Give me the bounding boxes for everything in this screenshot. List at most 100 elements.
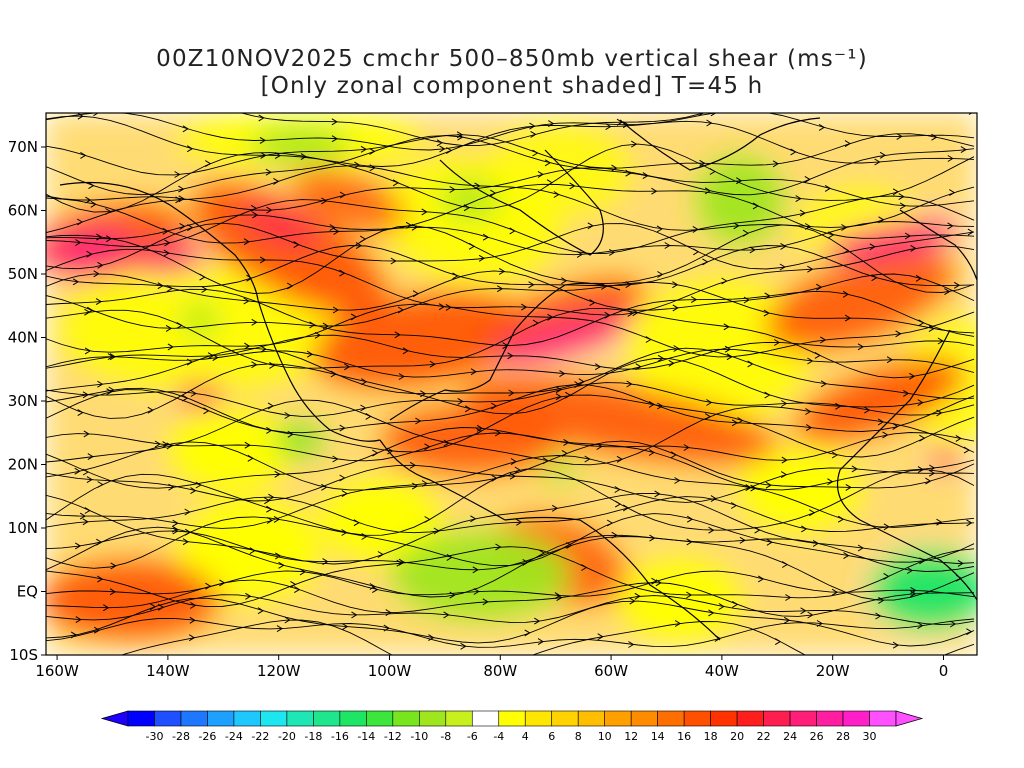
streamline-arrow (651, 577, 658, 585)
streamline-arrow (816, 283, 823, 291)
streamline-arrow (260, 151, 267, 159)
shade-region (135, 245, 205, 275)
streamline-arrow (164, 239, 171, 247)
streamline-arrow (657, 354, 664, 362)
shade-region (740, 450, 860, 530)
streamline-arrow (828, 231, 835, 239)
colorbar-arrow-left (100, 710, 129, 727)
streamline-arrow (97, 575, 104, 583)
streamline-arrow (397, 306, 405, 314)
streamline-arrow (294, 586, 301, 594)
streamline-arrow (247, 454, 254, 462)
streamline-arrow (290, 580, 297, 588)
streamline-arrow (765, 481, 772, 489)
streamline-arrow (275, 552, 282, 560)
streamline-arrow (742, 229, 750, 237)
streamline-arrow (781, 561, 789, 568)
lat-label: EQ (17, 583, 38, 601)
streamline-arrow (544, 159, 552, 167)
streamline-arrow (967, 228, 974, 236)
streamline-arrow (673, 345, 680, 352)
streamline (46, 468, 975, 536)
streamline-arrow (86, 250, 93, 258)
streamline-arrow (686, 515, 694, 523)
streamline-arrow (736, 177, 743, 185)
streamline-arrow (207, 352, 215, 360)
streamline-arrow (709, 168, 716, 175)
streamline (46, 382, 975, 417)
streamline-arrow (507, 352, 514, 360)
streamline-arrow (259, 136, 266, 144)
streamline-arrow (947, 222, 954, 230)
streamline-arrow (554, 592, 561, 600)
streamline (46, 214, 975, 256)
streamline-arrow (514, 466, 521, 474)
coastline-uk (899, 209, 977, 281)
streamline-arrow (276, 625, 283, 633)
streamline-arrow (249, 547, 256, 555)
streamline-arrow (899, 202, 907, 210)
streamline-arrow (172, 519, 179, 527)
streamline (46, 427, 975, 491)
streamline-arrow (359, 235, 367, 243)
streamline-arrow (171, 525, 179, 533)
colorbar-label: 10 (598, 730, 612, 743)
streamline (46, 195, 975, 254)
streamline-arrow (578, 378, 585, 386)
streamline-arrow (179, 222, 186, 230)
colorbar-label: 8 (575, 730, 582, 743)
streamline-arrow (79, 512, 87, 520)
streamline-arrow (645, 336, 652, 343)
streamline-arrow (342, 623, 349, 631)
colorbar-box (842, 710, 870, 727)
streamline-arrow (930, 656, 935, 662)
streamline-arrow (790, 148, 797, 156)
shade-region (390, 530, 570, 620)
streamline-arrow (584, 455, 591, 463)
streamline-arrow (257, 607, 264, 615)
colorbar-box (789, 710, 817, 727)
streamline-arrow (205, 160, 212, 168)
streamline-arrow (616, 455, 623, 463)
streamline-arrow (482, 598, 489, 606)
streamline-arrow (664, 242, 671, 249)
streamline-arrow (90, 200, 97, 208)
streamline-arrow (857, 343, 864, 351)
streamline-arrow (686, 591, 693, 599)
streamline-arrow (626, 380, 633, 388)
streamline-arrow (333, 227, 340, 235)
streamline (46, 579, 975, 617)
streamline-arrow (837, 515, 845, 523)
coastline-alaska-bc (59, 181, 259, 301)
streamline-arrow (273, 177, 280, 185)
streamline-arrow (372, 449, 379, 457)
streamline-arrow (774, 638, 782, 646)
streamline-arrow (594, 363, 602, 371)
lat-label: 10S (9, 646, 38, 664)
colorbar: -30 -28 -26 -24 -22 -20 -18 -16 -14 -12 -10 -8 -6 -4 4… (100, 710, 924, 743)
plot-frame (45, 112, 978, 656)
streamline-arrow (429, 360, 436, 368)
latitude-axis: 70N 60N 50N 40N 30N 20N 10N EQ 10S (8, 138, 46, 664)
streamline-arrow (754, 526, 761, 534)
streamline-arrow (377, 551, 384, 558)
lon-label: 20W (816, 662, 850, 680)
streamline-arrow (274, 470, 281, 478)
streamline-arrow (97, 261, 104, 269)
streamline-arrow (710, 495, 717, 503)
shade-region (620, 560, 740, 640)
streamline-arrow (339, 424, 346, 432)
streamline (46, 165, 975, 234)
streamline-arrow (906, 567, 914, 574)
streamline-arrow (81, 100, 86, 106)
streamline-arrow (882, 431, 889, 439)
colorbar-box (816, 710, 844, 727)
streamline-arrow (306, 350, 314, 358)
streamline-arrow (532, 149, 539, 157)
streamline-arrow (369, 164, 376, 172)
streamline-arrow (807, 265, 814, 273)
streamline-arrow (745, 484, 752, 492)
streamline-arrow (807, 357, 814, 365)
streamline-arrow (731, 419, 739, 427)
streamline-arrow (75, 239, 82, 246)
